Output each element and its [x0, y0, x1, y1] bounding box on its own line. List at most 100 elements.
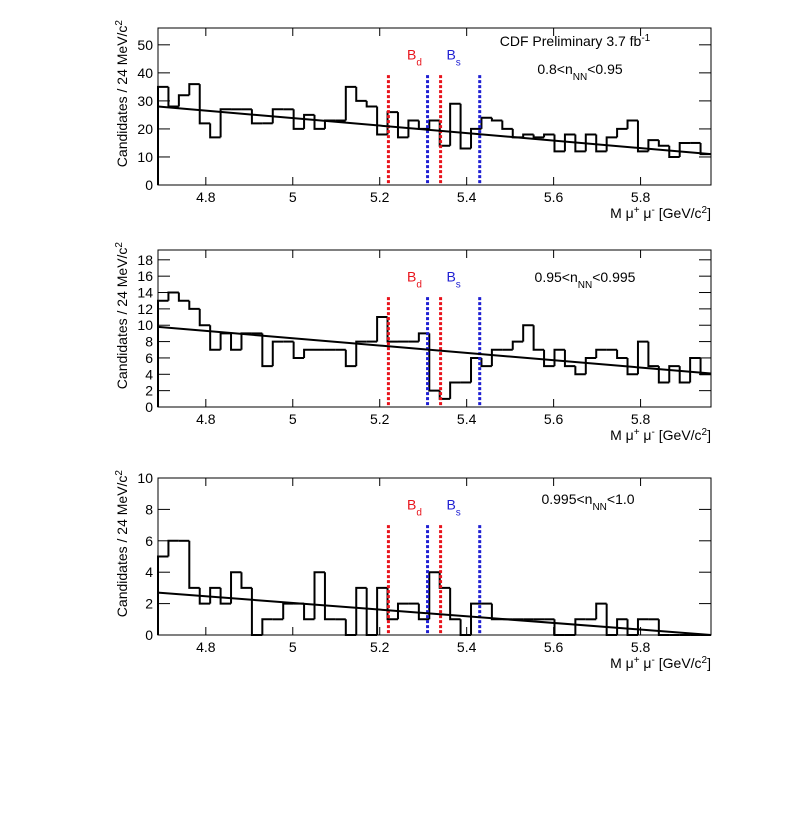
- y-tick-label: 10: [137, 470, 153, 486]
- window-label: Bs: [446, 268, 460, 290]
- histogram-bin: [230, 571, 242, 604]
- text-part: 0.8<n: [537, 61, 572, 77]
- histogram-bin: [490, 117, 503, 122]
- histogram-bin: [188, 300, 200, 310]
- x-axis-label: M μ+ μ- [GeV/c2]: [610, 427, 711, 444]
- text-part: NN: [592, 502, 606, 513]
- histogram-bin: [563, 349, 576, 368]
- histogram-bin: [386, 587, 398, 621]
- y-tick-label: 14: [137, 285, 153, 301]
- x-tick-label: 5.8: [631, 189, 651, 205]
- histogram-bin: [616, 127, 628, 138]
- histogram-bin: [616, 349, 628, 359]
- text-part: <0.95: [587, 61, 623, 77]
- histogram-bin: [595, 348, 607, 358]
- text-part: s: [456, 507, 461, 518]
- text-part: NN: [573, 72, 587, 83]
- x-tick-label: 5.4: [457, 189, 477, 205]
- text-part: 2: [114, 20, 125, 26]
- y-tick-label: 16: [137, 268, 153, 284]
- histogram-bin: [501, 120, 513, 130]
- histogram-bin: [396, 112, 409, 139]
- histogram-bin: [449, 587, 461, 621]
- histogram-bin: [365, 100, 378, 108]
- text-part: M μ: [610, 655, 634, 671]
- histogram-bin: [407, 119, 419, 138]
- histogram-bin: [428, 571, 440, 620]
- y-tick-label: 50: [137, 37, 153, 53]
- histogram-bin: [657, 366, 670, 384]
- x-tick-label: 5: [289, 411, 297, 427]
- histogram-bin: [355, 340, 367, 367]
- text-part: +: [634, 427, 640, 438]
- histogram-bin: [177, 94, 190, 107]
- y-tick-label: 0: [145, 399, 153, 415]
- histogram-bin: [198, 308, 211, 327]
- text-part: d: [416, 507, 422, 518]
- histogram-bin: [282, 602, 294, 620]
- text-part: 0.995<n: [541, 491, 592, 507]
- x-tick-label: 5.2: [370, 189, 390, 205]
- histogram-bin: [605, 603, 618, 636]
- histogram-bin: [626, 119, 638, 129]
- histogram-bin: [167, 291, 179, 301]
- histogram-bin: [543, 133, 555, 138]
- histogram-bin: [459, 619, 472, 636]
- histogram-bin: [626, 619, 638, 636]
- histogram-bin: [209, 586, 221, 604]
- histogram-bin: [250, 587, 263, 636]
- histogram-bin: [303, 603, 315, 621]
- annotation: 0.95<nNN<0.995: [535, 269, 636, 291]
- window-label: Bd: [407, 46, 422, 68]
- histogram-bin: [157, 85, 169, 185]
- text-part: B: [446, 268, 455, 284]
- x-tick-label: 5.6: [544, 189, 564, 205]
- text-part: Candidates / 24 MeV/c: [114, 248, 130, 390]
- histogram-bin: [449, 381, 461, 399]
- y-tick-label: 40: [137, 65, 153, 81]
- window-label: Bd: [407, 268, 422, 290]
- histogram-bin: [636, 618, 649, 635]
- text-part: 2: [114, 470, 125, 476]
- x-axis-label: M μ+ μ- [GeV/c2]: [610, 655, 711, 672]
- histogram-bin: [595, 602, 607, 620]
- histogram-bin: [699, 357, 711, 376]
- histogram-bin: [574, 134, 586, 153]
- y-tick-label: 10: [137, 149, 153, 165]
- y-tick-label: 6: [145, 533, 153, 549]
- text-part: B: [446, 46, 455, 62]
- histogram-bin: [355, 86, 367, 102]
- text-part: -: [652, 427, 655, 438]
- histogram-bin: [209, 123, 221, 139]
- histogram-bin: [459, 103, 472, 150]
- text-part: <0.995: [592, 269, 635, 285]
- text-part: [GeV/c: [655, 655, 702, 671]
- x-tick-label: 5.6: [544, 639, 564, 655]
- annotation: CDF Preliminary 3.7 fb-1: [500, 33, 651, 50]
- histogram-bin: [636, 340, 649, 375]
- text-part: 2: [702, 655, 708, 666]
- histogram-bin: [532, 325, 545, 351]
- histogram-bin: [344, 349, 357, 368]
- histogram-bin: [626, 357, 638, 376]
- histogram-bin: [271, 108, 284, 124]
- y-tick-label: 4: [145, 366, 153, 382]
- text-part: d: [416, 57, 422, 68]
- histogram-bin: [376, 316, 388, 342]
- histogram-bin: [470, 127, 482, 149]
- text-part: M μ: [610, 205, 634, 221]
- histogram-bin: [157, 555, 169, 635]
- histogram-bin: [376, 106, 388, 136]
- histogram-bin: [188, 83, 200, 96]
- x-tick-label: 5.6: [544, 411, 564, 427]
- text-part: M μ: [610, 427, 634, 443]
- histogram-bin: [240, 332, 252, 350]
- y-tick-label: 4: [145, 564, 153, 580]
- histogram-bin: [678, 366, 691, 384]
- histogram-bin: [292, 109, 305, 130]
- histogram-bin: [553, 134, 565, 153]
- histogram-bin: [563, 133, 576, 152]
- histogram-bin: [470, 356, 482, 383]
- text-part: B: [407, 46, 416, 62]
